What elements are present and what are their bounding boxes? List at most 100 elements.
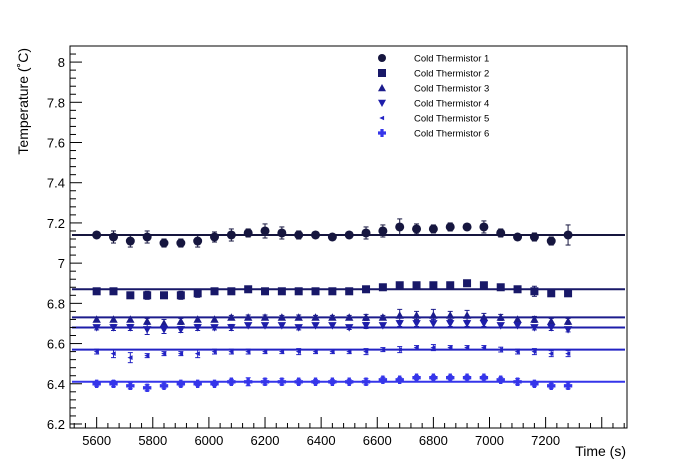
y-tick-label: 8: [58, 55, 65, 70]
data-point: [110, 351, 116, 357]
legend: Cold Thermistor 1 Cold Thermistor 2 Cold T…: [378, 54, 489, 140]
data-point: [243, 322, 253, 330]
data-point: [547, 317, 556, 325]
data-point: [445, 222, 455, 232]
data-point: [361, 313, 371, 321]
data-point: [514, 349, 520, 354]
legend-label-6: Cold Thermistor 6: [414, 129, 489, 140]
data-point: [430, 345, 436, 350]
data-point: [396, 347, 402, 352]
data-point: [311, 230, 321, 240]
legend-marker-3: [378, 84, 386, 92]
legend-label-5: Cold Thermistor 5: [414, 114, 489, 125]
data-point: [345, 324, 354, 332]
data-point: [412, 320, 421, 328]
data-point: [446, 281, 455, 290]
data-point: [210, 232, 220, 242]
data-point: [227, 324, 236, 332]
data-point: [210, 315, 219, 323]
data-point: [513, 377, 522, 386]
data-point: [210, 287, 219, 296]
data-point: [92, 379, 101, 388]
data-point: [159, 381, 169, 390]
data-point: [412, 224, 422, 234]
data-point: [497, 347, 503, 352]
axes-layer: 5600 5800 6000 6200 6400 6600 6800 7000 7200 6.2 6…: [47, 45, 628, 448]
data-point: [429, 281, 438, 290]
data-point: [193, 236, 203, 246]
data-point: [243, 228, 253, 238]
data-point: [260, 377, 270, 386]
data-point: [496, 283, 505, 292]
data-point: [479, 320, 489, 328]
data-point: [109, 379, 118, 388]
data-point: [479, 313, 489, 321]
x-tick-label: 7000: [475, 433, 504, 448]
y-tick-label: 7.6: [47, 136, 65, 151]
data-point: [530, 379, 539, 388]
data-point: [159, 238, 169, 248]
data-point: [564, 289, 573, 298]
data-point: [260, 226, 270, 236]
data-point: [176, 326, 186, 334]
data-point: [345, 377, 354, 386]
data-point: [513, 232, 523, 242]
data-point: [211, 349, 217, 354]
data-point: [278, 349, 285, 354]
data-point: [193, 315, 202, 323]
data-point: [277, 228, 287, 238]
data-point: [126, 381, 135, 390]
y-tick-label: 7.4: [47, 176, 65, 191]
data-point: [345, 287, 354, 296]
legend-marker-5: [379, 115, 385, 121]
data-point: [344, 230, 354, 240]
data-point: [361, 377, 371, 386]
data-point: [479, 373, 489, 382]
data-point: [193, 379, 202, 388]
data-point: [378, 226, 388, 236]
x-tick-label: 6800: [419, 433, 448, 448]
x-tick-label: 6000: [194, 433, 223, 448]
x-tick-label: 5800: [138, 433, 167, 448]
data-point: [463, 279, 472, 288]
data-point: [395, 375, 404, 384]
x-tick-label: 6200: [251, 433, 280, 448]
data-point: [361, 228, 371, 238]
data-point: [176, 379, 186, 388]
data-point: [159, 326, 169, 334]
data-point: [496, 228, 506, 238]
legend-label-4: Cold Thermistor 4: [414, 99, 489, 110]
data-point: [395, 222, 405, 232]
data-point: [194, 351, 200, 357]
data-point: [311, 287, 320, 296]
data-point: [462, 222, 472, 232]
x-axis-title: Time (s): [575, 443, 626, 459]
data-point: [125, 236, 135, 246]
data-point: [531, 349, 537, 354]
data-point: [109, 287, 118, 296]
data-point: [496, 375, 505, 384]
legend-label-3: Cold Thermistor 3: [414, 84, 489, 95]
data-point: [159, 319, 169, 327]
data-point: [177, 351, 184, 357]
data-point: [513, 315, 522, 323]
data-point: [429, 373, 438, 382]
data-point: [210, 324, 219, 332]
y-axis-title: Temperature (˚C): [15, 48, 31, 155]
data-point: [413, 345, 419, 350]
data-point: [227, 287, 236, 296]
data-point: [243, 313, 253, 321]
data-point: [481, 345, 487, 350]
data-point: [227, 313, 236, 321]
data-point: [362, 285, 371, 294]
data-point: [277, 287, 286, 296]
data-point: [563, 381, 573, 390]
data-point: [142, 326, 152, 334]
data-point: [428, 224, 438, 234]
data-point: [294, 230, 304, 240]
series-5-points: [93, 344, 571, 364]
legend-marker-1: [378, 54, 386, 62]
data-point: [328, 377, 337, 386]
data-points-layer: [92, 218, 573, 392]
data-point: [395, 281, 404, 290]
